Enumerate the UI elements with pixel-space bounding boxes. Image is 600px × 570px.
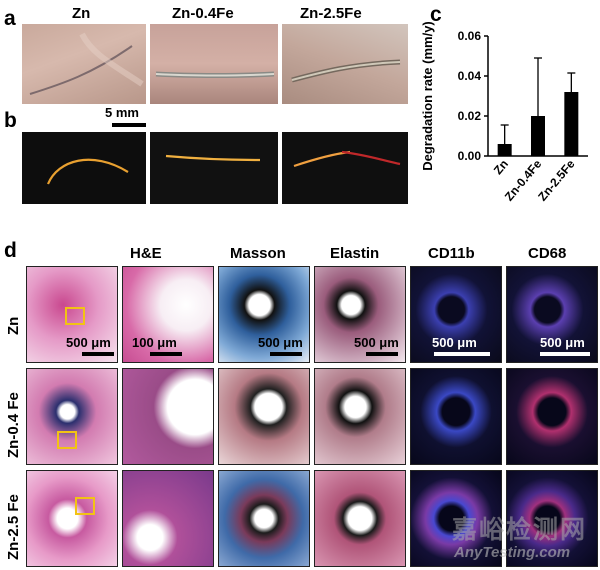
histology-zn04fe-cd11b bbox=[410, 368, 502, 465]
histology-zn-elastin bbox=[314, 266, 406, 363]
photo-wire-zn25fe bbox=[282, 132, 408, 204]
scale-bar-label-masson: 500 μm bbox=[258, 335, 303, 350]
panel-label-b: b bbox=[4, 109, 17, 132]
histology-zn-cd11b bbox=[410, 266, 502, 363]
degradation-rate-chart: 0.00 0.02 0.04 0.06 Degradation rate (mm/y) Z… bbox=[420, 21, 588, 204]
scale-bar-masson bbox=[270, 352, 302, 356]
y-tick-label-0: 0.00 bbox=[458, 149, 482, 163]
panel-a-header-zn: Zn bbox=[72, 5, 91, 22]
column-header-cd68: CD68 bbox=[528, 245, 567, 262]
scale-bar-elastin bbox=[366, 352, 398, 356]
histology-zn-he-zoom bbox=[122, 266, 214, 363]
histology-zn25fe-masson bbox=[218, 470, 310, 567]
row-label-zn: Zn bbox=[5, 316, 22, 335]
histology-zn-cd68 bbox=[506, 266, 598, 363]
panel-a-header-zn25fe: Zn-2.5Fe bbox=[300, 5, 362, 22]
row-label-zn04fe: Zn-0.4 Fe bbox=[5, 392, 22, 458]
column-header-he: H&E bbox=[130, 245, 162, 262]
y-tick-label-1: 0.02 bbox=[458, 109, 482, 123]
watermark-en: AnyTesting.com bbox=[454, 544, 571, 561]
scale-bar-label-he: 500 μm bbox=[66, 335, 111, 350]
scale-bar-label-cd11b: 500 μm bbox=[432, 335, 477, 350]
histology-zn04fe-he-zoom bbox=[122, 368, 214, 465]
y-tick-label-3: 0.06 bbox=[458, 29, 482, 43]
photo-wire-zn04fe bbox=[150, 132, 278, 204]
scale-bar-he bbox=[82, 352, 114, 356]
histology-zn04fe-he bbox=[26, 368, 118, 465]
scale-bar-label-elastin: 500 μm bbox=[354, 335, 399, 350]
panel-label-d: d bbox=[4, 239, 17, 262]
histology-zn25fe-elastin bbox=[314, 470, 406, 567]
y-tick-label-2: 0.04 bbox=[458, 69, 482, 83]
y-axis-label: Degradation rate (mm/y) bbox=[420, 21, 435, 171]
bar-0 bbox=[497, 144, 512, 156]
scale-bar-cd68 bbox=[540, 352, 590, 356]
photo-implant-zn bbox=[22, 24, 146, 104]
histology-zn-masson bbox=[218, 266, 310, 363]
bar-2 bbox=[564, 92, 579, 156]
panel-label-a: a bbox=[4, 7, 16, 30]
scale-bar-cd11b bbox=[434, 352, 490, 356]
column-header-cd11b: CD11b bbox=[428, 245, 475, 262]
scale-bar-label-he-zoom: 100 μm bbox=[132, 335, 177, 350]
x-tick-label-0: Zn bbox=[491, 157, 511, 177]
watermark-cn: 嘉峪检测网 bbox=[452, 516, 588, 544]
row-label-zn25fe: Zn-2.5 Fe bbox=[5, 494, 22, 560]
histology-zn04fe-masson bbox=[218, 368, 310, 465]
photo-implant-zn25fe bbox=[282, 24, 408, 104]
panel-a-header-zn04fe: Zn-0.4Fe bbox=[172, 5, 234, 22]
histology-zn04fe-cd68 bbox=[506, 368, 598, 465]
photo-wire-zn bbox=[22, 132, 146, 204]
bar-1 bbox=[531, 116, 545, 156]
panel-a-scale-bar-label: 5 mm bbox=[105, 105, 139, 120]
scale-bar-he-zoom bbox=[150, 352, 182, 356]
histology-zn25fe-he bbox=[26, 470, 118, 567]
histology-zn-he bbox=[26, 266, 118, 363]
column-header-elastin: Elastin bbox=[330, 245, 380, 262]
histology-zn25fe-cd68 bbox=[506, 470, 598, 567]
scale-bar-label-cd68: 500 μm bbox=[540, 335, 585, 350]
panel-a-scale-bar bbox=[112, 123, 146, 127]
histology-zn25fe-he-zoom bbox=[122, 470, 214, 567]
photo-implant-zn04fe bbox=[150, 24, 278, 104]
panel-label-c: c bbox=[430, 3, 442, 26]
histology-zn04fe-elastin bbox=[314, 368, 406, 465]
column-header-masson: Masson bbox=[230, 245, 286, 262]
histology-zn25fe-cd11b bbox=[410, 470, 502, 567]
